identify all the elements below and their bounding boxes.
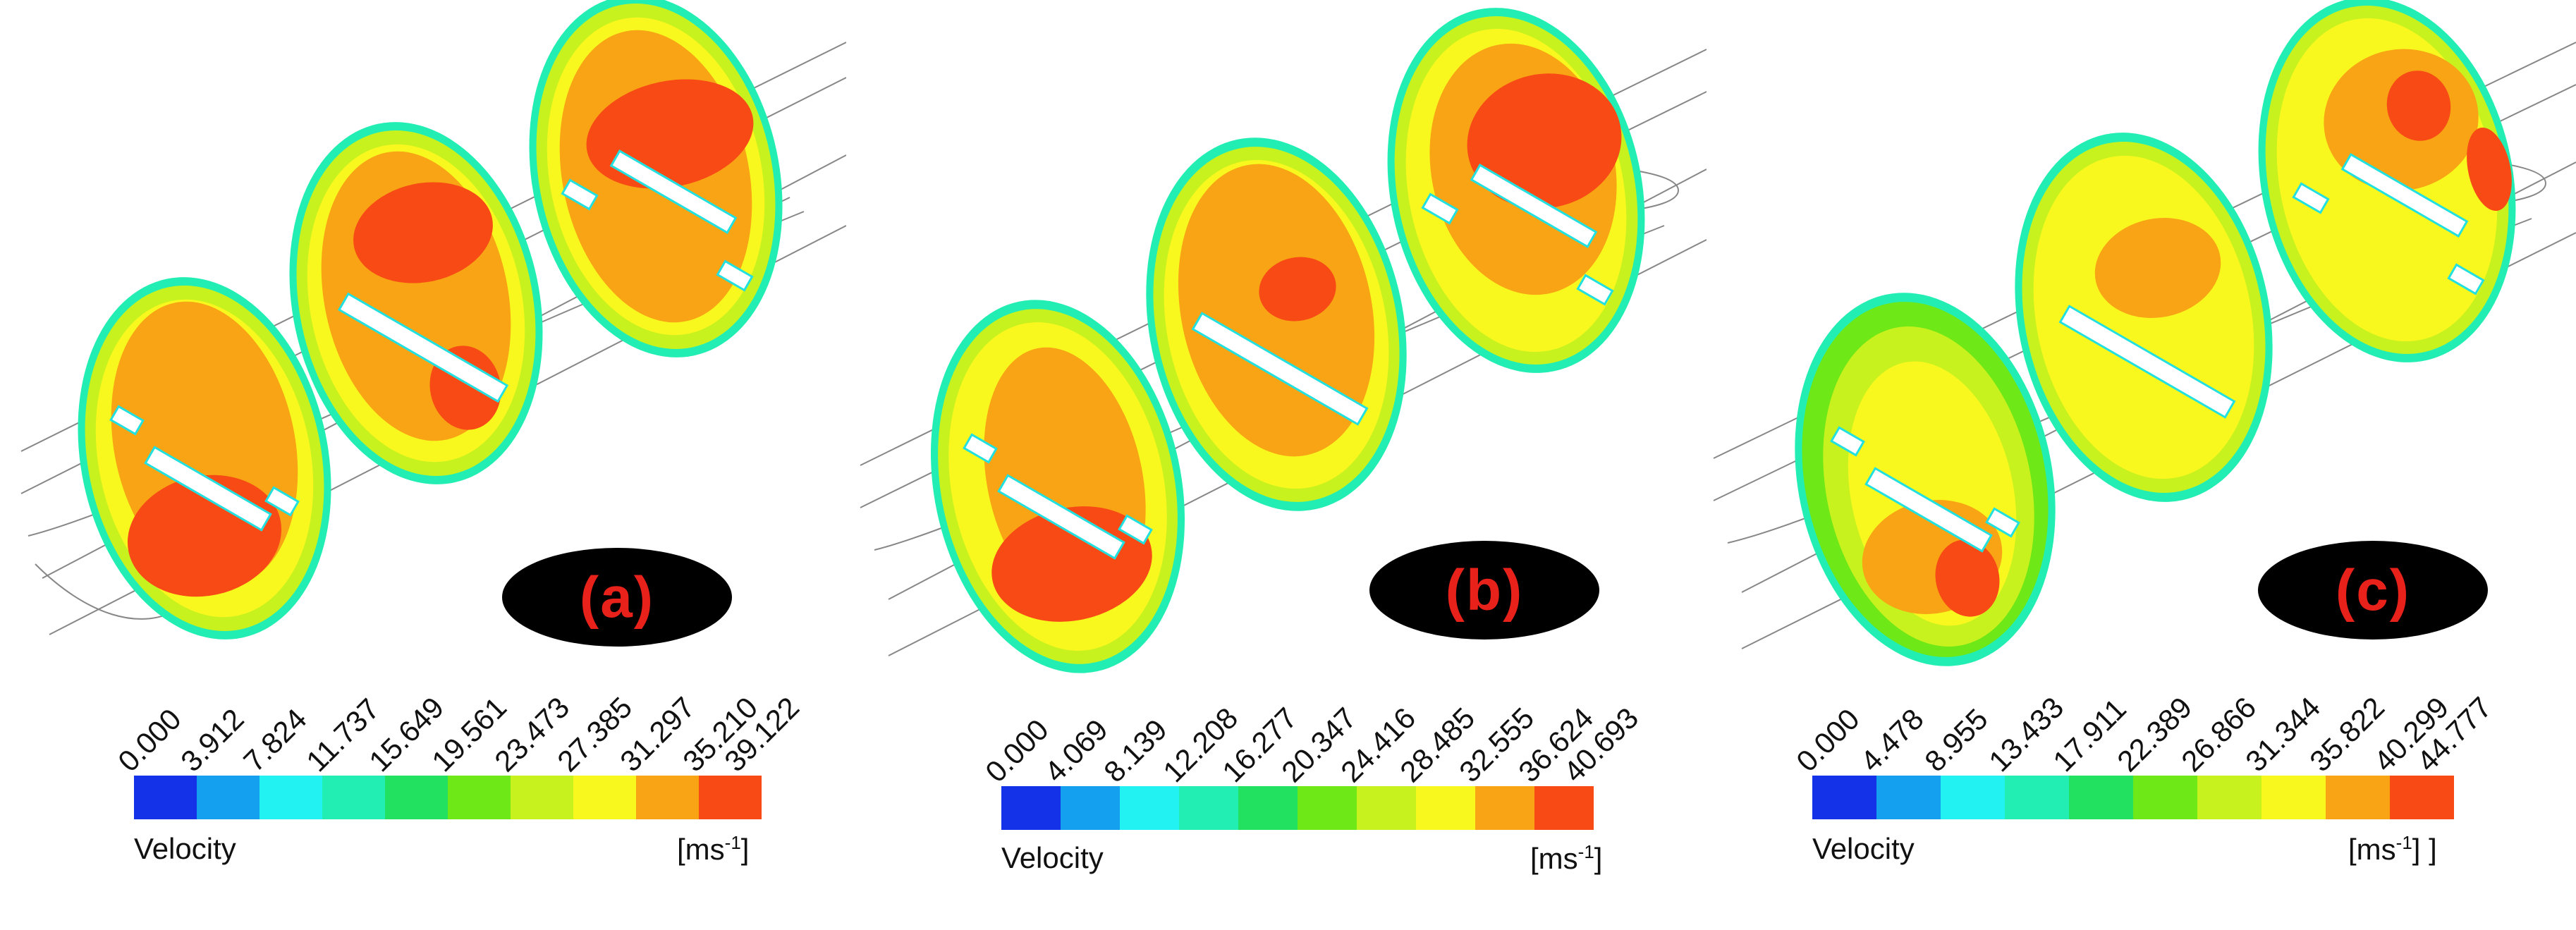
legend-color-segment: [636, 776, 699, 819]
legend-title: Velocity: [1812, 832, 1915, 865]
disc-2: [2015, 133, 2273, 502]
legend-color-segment: [448, 776, 511, 819]
legend-color-segment: [260, 776, 322, 819]
disc-2: [1146, 137, 1407, 511]
legend-color-segment: [2197, 776, 2261, 819]
disc-3: [529, 0, 783, 357]
velocity-contour-plot-c: [1713, 0, 2576, 666]
legend-color-segment: [573, 776, 636, 819]
panel-label-a: (a): [501, 546, 733, 649]
contour-panel-c: (c) 0.000 4.478 8.955 13.433 17.911 22.3…: [1707, 0, 2576, 930]
legend-color-segment: [699, 776, 762, 819]
legend-color-segment: [1120, 786, 1179, 830]
legend-color-segment: [1061, 786, 1120, 830]
legend-color-segment: [1001, 786, 1061, 830]
unit-base: [ms: [2348, 833, 2396, 866]
legend-color-segment: [2261, 776, 2326, 819]
legend-color-segment: [1416, 786, 1475, 830]
panel-label-text: (c): [2335, 558, 2411, 623]
disc-1: [930, 300, 1185, 673]
panel-label-text: (b): [1445, 558, 1524, 623]
legend-color-bar: [134, 776, 762, 819]
legend-title: Velocity: [134, 832, 236, 865]
panel-label-text: (a): [579, 565, 655, 630]
disc-1: [1795, 293, 2056, 666]
legend-tick: 4.069: [1038, 712, 1114, 789]
legend-tick: 4.478: [1854, 702, 1930, 778]
unit-exponent: -1: [724, 832, 741, 853]
velocity-legend-c: 0.000 4.478 8.955 13.433 17.911 22.389 2…: [1790, 0, 2498, 930]
legend-color-segment: [1298, 786, 1357, 830]
legend-color-segment: [511, 776, 573, 819]
disc-3: [1387, 8, 1645, 373]
velocity-legend-a: 0.000 3.912 7.824 11.737 15.649 19.561 2…: [111, 0, 805, 930]
unit-exponent: -1: [2395, 832, 2412, 853]
unit-exponent: -1: [1577, 841, 1594, 862]
legend-color-segment: [1475, 786, 1534, 830]
panel-label-b: (b): [1368, 539, 1601, 642]
unit-close: ]: [740, 833, 750, 866]
legend-color-bar: [1001, 786, 1594, 830]
unit-close: ] ]: [2412, 833, 2437, 866]
legend-color-segment: [385, 776, 448, 819]
legend-unit: [ms-1]: [677, 832, 749, 867]
legend-color-segment: [1812, 776, 1876, 819]
legend-color-segment: [134, 776, 197, 819]
unit-close: ]: [1594, 842, 1603, 875]
legend-unit: [ms-1]: [1530, 841, 1602, 876]
contour-panel-b: (b) 0.000 4.069 8.139 12.208 16.277 20.3…: [846, 0, 1707, 930]
legend-color-segment: [1941, 776, 2005, 819]
velocity-contour-plot-a: [20, 0, 846, 640]
panel-label-c: (c): [2257, 539, 2489, 642]
legend-tick: 7.824: [237, 702, 313, 778]
legend-color-bar: [1812, 776, 2454, 819]
legend-color-segment: [1357, 786, 1416, 830]
legend-color-segment: [2390, 776, 2454, 819]
legend-color-segment: [322, 776, 385, 819]
legend-color-segment: [2326, 776, 2390, 819]
disc-1: [78, 277, 331, 640]
legend-color-segment: [1876, 776, 1941, 819]
label-oval-shape: [2258, 541, 2488, 640]
label-oval-shape: [502, 548, 732, 647]
legend-unit: [ms-1] ]: [2348, 832, 2437, 867]
legend-tick: 8.139: [1097, 712, 1173, 789]
label-oval-shape: [1369, 541, 1599, 640]
velocity-legend-b: 0.000 4.069 8.139 12.208 16.277 20.347 2…: [979, 0, 1644, 930]
unit-base: [ms: [1530, 842, 1578, 875]
legend-color-segment: [2069, 776, 2133, 819]
legend-color-segment: [2133, 776, 2197, 819]
velocity-contour-plot-b: [860, 8, 1707, 673]
legend-tick: 0.000: [111, 702, 188, 778]
legend-color-segment: [1534, 786, 1594, 830]
legend-color-segment: [1179, 786, 1238, 830]
unit-base: [ms: [677, 833, 725, 866]
legend-color-segment: [1238, 786, 1298, 830]
disc-3: [2258, 0, 2516, 362]
legend-tick: 0.000: [979, 712, 1055, 789]
legend-title: Velocity: [1001, 841, 1104, 874]
legend-tick: 0.000: [1790, 702, 1866, 778]
legend-tick: 8.955: [1918, 702, 1994, 778]
legend-color-segment: [2005, 776, 2069, 819]
contour-panel-a: (a) 0.000 3.912 7.824 11.737 15.649 19.5…: [0, 0, 846, 930]
legend-color-segment: [197, 776, 260, 819]
legend-tick: 3.912: [174, 702, 250, 778]
disc-2: [289, 122, 543, 484]
